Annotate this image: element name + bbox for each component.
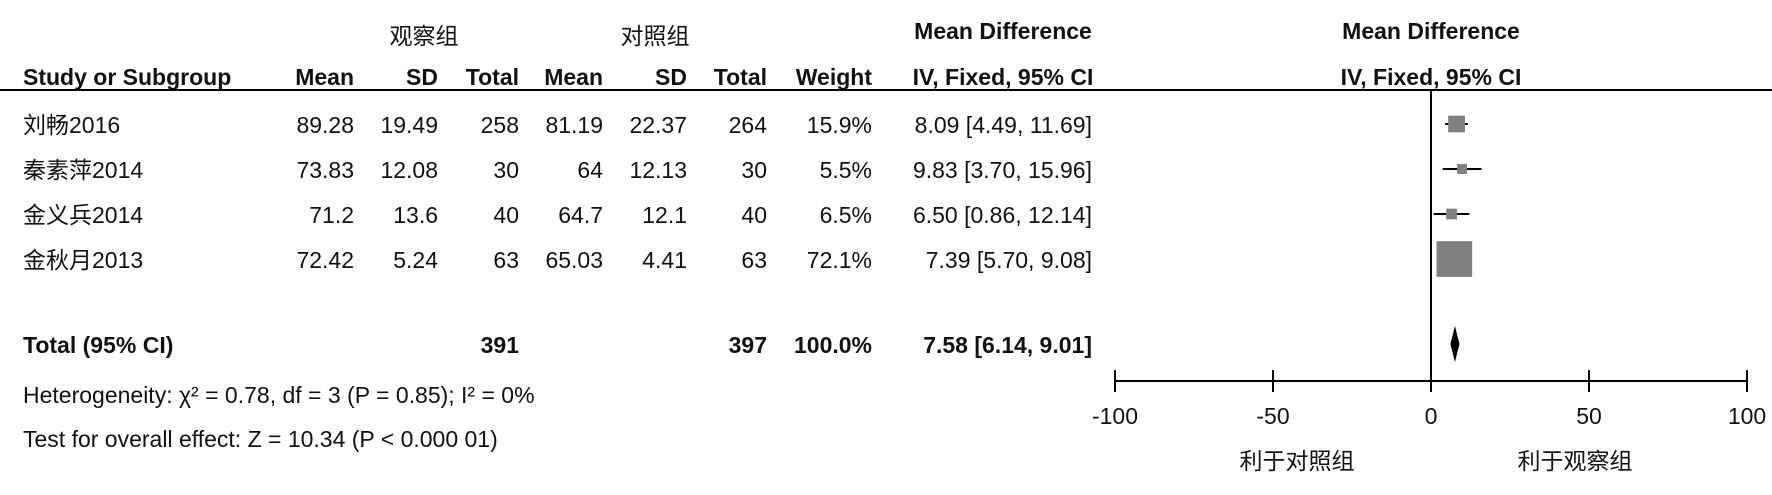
cell: 63 bbox=[493, 247, 519, 273]
effect-subtitle: IV, Fixed, 95% CI bbox=[913, 64, 1094, 90]
study-square bbox=[1448, 115, 1465, 133]
cell: 72.1% bbox=[807, 247, 872, 273]
cell: 金秋月2013 bbox=[23, 247, 143, 273]
cell: 30 bbox=[493, 157, 519, 183]
column-header: SD bbox=[406, 64, 438, 90]
ci-label: 6.50 [0.86, 12.14] bbox=[913, 202, 1092, 228]
cell: 71.2 bbox=[309, 202, 354, 228]
cell: 40 bbox=[741, 202, 767, 228]
cell: 4.41 bbox=[642, 247, 687, 273]
cell: 22.37 bbox=[629, 112, 687, 138]
column-header: Mean bbox=[544, 64, 603, 90]
cell: 5.24 bbox=[393, 247, 438, 273]
study-square bbox=[1436, 241, 1473, 277]
column-header: Total bbox=[714, 64, 767, 90]
cell: 100.0% bbox=[794, 332, 872, 358]
cell: 13.6 bbox=[393, 202, 438, 228]
cell: 30 bbox=[741, 157, 767, 183]
cell: 72.42 bbox=[296, 247, 354, 273]
ci-label: 9.83 [3.70, 15.96] bbox=[913, 157, 1092, 183]
x-tick-label: 100 bbox=[1728, 403, 1766, 429]
cell: 15.9% bbox=[807, 112, 872, 138]
cell: 刘畅2016 bbox=[23, 112, 120, 138]
total-diamond bbox=[1450, 326, 1460, 362]
group-header: 对照组 bbox=[621, 23, 690, 49]
cell: 81.19 bbox=[545, 112, 603, 138]
cell: 金义兵2014 bbox=[23, 202, 143, 228]
x-label: 利于观察组 bbox=[1518, 448, 1633, 474]
cell: 73.83 bbox=[296, 157, 354, 183]
cell: 12.08 bbox=[380, 157, 438, 183]
cell: 64 bbox=[577, 157, 603, 183]
overall-effect: Test for overall effect: Z = 10.34 (P < … bbox=[23, 426, 498, 452]
effect-subtitle: IV, Fixed, 95% CI bbox=[1341, 64, 1522, 90]
ci-label: 7.58 [6.14, 9.01] bbox=[923, 332, 1092, 358]
x-label: 利于对照组 bbox=[1240, 448, 1355, 474]
x-tick-label: 0 bbox=[1425, 403, 1438, 429]
effect-title: Mean Difference bbox=[914, 18, 1092, 44]
cell: 40 bbox=[493, 202, 519, 228]
cell: 264 bbox=[729, 112, 768, 138]
column-header: Mean bbox=[295, 64, 354, 90]
x-tick-label: -50 bbox=[1256, 403, 1289, 429]
cell: 64.7 bbox=[558, 202, 603, 228]
cell: 397 bbox=[729, 332, 767, 358]
ci-label: 7.39 [5.70, 9.08] bbox=[926, 247, 1092, 273]
cell: 258 bbox=[481, 112, 519, 138]
column-header: SD bbox=[655, 64, 687, 90]
total-label: Total (95% CI) bbox=[23, 332, 173, 358]
ci-label: 8.09 [4.49, 11.69] bbox=[915, 112, 1092, 138]
cell: 秦素萍2014 bbox=[23, 157, 143, 183]
column-header: Weight bbox=[796, 64, 873, 90]
x-tick-label: -100 bbox=[1092, 403, 1138, 429]
column-header: Study or Subgroup bbox=[23, 64, 231, 90]
heterogeneity: Heterogeneity: χ² = 0.78, df = 3 (P = 0.… bbox=[23, 382, 535, 408]
cell: 19.49 bbox=[380, 112, 438, 138]
cell: 391 bbox=[481, 332, 520, 358]
cell: 65.03 bbox=[545, 247, 603, 273]
cell: 12.13 bbox=[629, 157, 687, 183]
x-tick-label: 50 bbox=[1576, 403, 1602, 429]
column-header: Total bbox=[466, 64, 519, 90]
group-header: 观察组 bbox=[390, 23, 459, 49]
cell: 89.28 bbox=[296, 112, 354, 138]
cell: 63 bbox=[741, 247, 767, 273]
effect-title: Mean Difference bbox=[1342, 18, 1520, 44]
cell: 6.5% bbox=[820, 202, 872, 228]
study-square bbox=[1457, 164, 1467, 174]
cell: 12.1 bbox=[642, 202, 687, 228]
cell: 5.5% bbox=[820, 157, 872, 183]
study-square bbox=[1446, 208, 1457, 220]
